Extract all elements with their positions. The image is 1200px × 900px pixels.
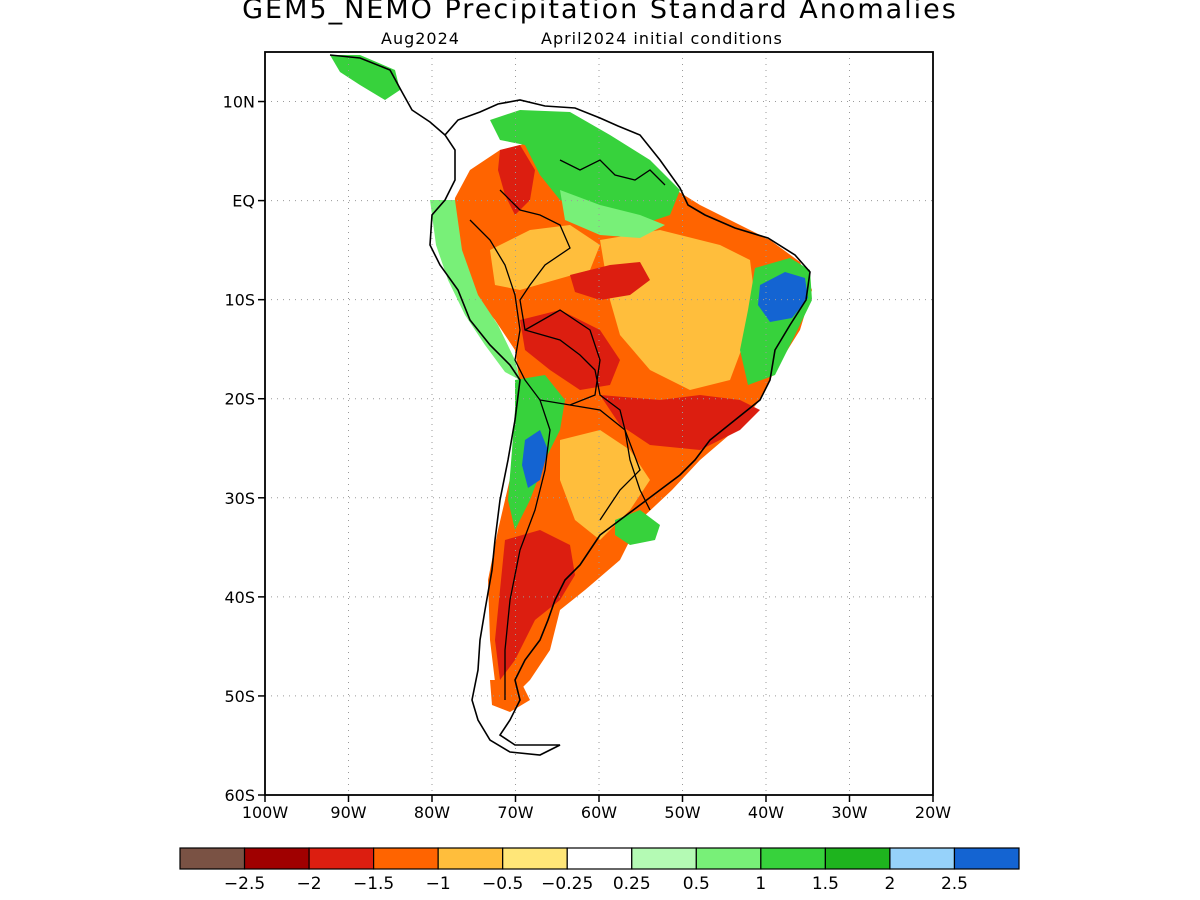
colorbar-label: 0.5 (683, 874, 710, 894)
colorbar-label: −2.5 (224, 874, 265, 894)
colorbar-swatch (695, 847, 762, 870)
anomaly-argentina-dry (495, 530, 575, 680)
coastlines (329, 54, 811, 756)
anomaly-paraguay-interior (560, 430, 650, 540)
colorbar-label: 1 (755, 874, 766, 894)
longitude-axis: 100W 90W 80W 70W 60W 50W 40W 30W 20W (242, 795, 951, 822)
colorbar: −2.5 −2 −1.5 −1 −0.5 −0.25 0.25 0.5 1 1.5 2 2.5 (179, 847, 1020, 894)
lat-tick-label: EQ (232, 192, 255, 211)
anomaly-fill-layer (330, 55, 812, 712)
anomaly-andes-south-core (522, 430, 548, 488)
colorbar-label: 0.25 (613, 874, 651, 894)
colorbar-swatch (824, 847, 891, 870)
anomaly-amazon-core (570, 262, 650, 300)
country-border-brazil (499, 189, 651, 511)
central-america-coastline (329, 54, 446, 136)
lat-tick-label: 60S (224, 786, 255, 805)
anomaly-parana-core (600, 395, 760, 450)
anomaly-patagonia-dry (490, 680, 530, 712)
anomaly-northeast-brazil-core (758, 272, 808, 322)
colorbar-label: −0.5 (482, 874, 523, 894)
lon-tick-label: 80W (414, 803, 450, 822)
colorbar-swatch (889, 847, 956, 870)
colorbar-label: −1.5 (353, 874, 394, 894)
anomaly-amazon-moderate (490, 225, 600, 290)
lon-tick-label: 100W (242, 803, 289, 822)
colorbar-label: 1.5 (812, 874, 839, 894)
lat-tick-label: 30S (224, 489, 255, 508)
colorbar-swatch (502, 847, 568, 870)
lon-tick-label: 60W (581, 803, 617, 822)
lat-tick-label: 40S (224, 588, 255, 607)
colorbar-swatch (437, 847, 504, 870)
lat-tick-label: 20S (224, 390, 255, 409)
forecast-month: Aug2024 (381, 29, 460, 48)
colorbar-label: 2.5 (941, 874, 968, 894)
colorbar-swatch (179, 847, 246, 870)
lon-tick-label: 30W (831, 803, 867, 822)
anomaly-central-america-wet (330, 55, 400, 100)
south-america-coastline (429, 99, 811, 756)
colorbar-label: −2 (297, 874, 322, 894)
colorbar-swatch (373, 847, 439, 870)
colorbar-label: −1 (426, 874, 451, 894)
colorbar-swatch (631, 847, 697, 870)
initial-conditions-label: April2024 initial conditions (541, 29, 783, 48)
colorbar-swatch (566, 847, 633, 870)
lon-tick-label: 50W (664, 803, 700, 822)
lon-tick-label: 90W (330, 803, 366, 822)
lat-tick-label: 50S (224, 687, 255, 706)
colorbar-label: −0.25 (541, 874, 593, 894)
lon-tick-label: 20W (915, 803, 951, 822)
colorbar-swatch (243, 847, 310, 870)
lon-tick-label: 40W (748, 803, 784, 822)
colorbar-swatch (953, 847, 1020, 870)
lat-tick-label: 10S (224, 291, 255, 310)
colorbar-swatch (308, 847, 375, 870)
anomaly-uruguay-wet (615, 510, 660, 545)
colorbar-swatch (760, 847, 826, 870)
chart-title: GEM5_NEMO Precipitation Standard Anomali… (242, 0, 958, 25)
lat-tick-label: 10N (223, 93, 255, 112)
colorbar-label: 2 (885, 874, 896, 894)
anomaly-guianas-light (560, 190, 665, 238)
lon-tick-label: 70W (497, 803, 533, 822)
country-border-argentina (569, 404, 641, 521)
country-border-guianas (559, 159, 666, 186)
anomaly-andes-wet (430, 200, 520, 380)
latitude-axis: 10N EQ 10S 20S 30S 40S 50S 60S (223, 93, 265, 805)
